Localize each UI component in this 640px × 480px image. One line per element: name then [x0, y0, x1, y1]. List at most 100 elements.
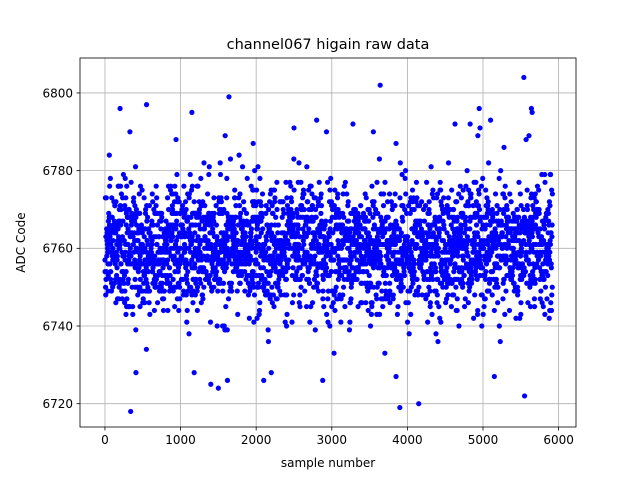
data-point — [339, 226, 345, 232]
data-point — [197, 249, 203, 255]
data-point — [189, 187, 195, 193]
data-point — [347, 300, 353, 306]
data-point — [410, 280, 416, 286]
data-point — [109, 195, 115, 201]
data-point — [313, 214, 319, 220]
data-point — [233, 230, 239, 236]
data-point — [130, 303, 136, 310]
data-point — [139, 241, 146, 248]
data-point — [422, 203, 429, 209]
data-point — [527, 284, 533, 290]
data-point — [345, 276, 351, 282]
data-point — [305, 230, 311, 236]
data-point — [530, 203, 536, 209]
data-point — [411, 272, 417, 279]
data-point — [105, 272, 111, 279]
data-point — [474, 230, 480, 236]
data-point — [387, 288, 393, 294]
data-point — [255, 226, 261, 232]
data-point — [177, 261, 183, 267]
data-point — [549, 292, 555, 298]
data-point — [268, 222, 275, 228]
data-point — [107, 175, 113, 182]
data-point — [189, 183, 195, 189]
data-point — [205, 237, 211, 244]
data-point — [420, 269, 426, 275]
data-point — [130, 261, 136, 267]
data-point — [444, 265, 450, 271]
data-point — [340, 292, 346, 298]
data-point — [519, 276, 525, 282]
data-point — [309, 300, 316, 306]
data-point — [161, 288, 167, 294]
data-point — [288, 195, 294, 201]
data-point — [490, 214, 496, 220]
data-point — [241, 206, 247, 213]
data-point — [513, 257, 519, 263]
data-point — [352, 218, 358, 224]
data-point — [282, 245, 288, 251]
data-point — [253, 203, 259, 209]
data-point — [439, 280, 445, 286]
data-point — [394, 269, 400, 275]
data-point — [516, 214, 522, 220]
data-point — [135, 237, 141, 244]
data-point — [333, 284, 339, 290]
data-point — [249, 257, 255, 263]
data-point — [475, 234, 481, 240]
data-point — [338, 296, 344, 302]
data-point — [514, 226, 520, 232]
data-point — [186, 261, 193, 267]
data-point — [352, 206, 358, 213]
data-point — [518, 300, 524, 306]
data-point — [411, 261, 417, 267]
data-point — [438, 265, 444, 271]
outlier-point — [215, 385, 221, 391]
data-point — [423, 237, 429, 244]
data-point — [362, 237, 368, 244]
data-point — [528, 222, 534, 228]
data-point — [506, 307, 513, 314]
data-point — [497, 206, 503, 213]
data-point — [460, 280, 466, 286]
y-tick-label: 6720 — [42, 397, 73, 411]
data-point — [164, 241, 170, 248]
data-point — [495, 300, 501, 306]
data-point — [192, 230, 198, 236]
data-point — [154, 241, 160, 248]
data-point — [355, 303, 361, 310]
data-point — [515, 288, 521, 294]
data-point — [363, 195, 369, 201]
data-point — [291, 156, 297, 162]
data-point — [457, 234, 464, 240]
data-point — [278, 292, 284, 298]
data-point — [484, 214, 490, 220]
data-point — [297, 292, 303, 298]
data-point — [366, 206, 372, 213]
data-point — [283, 179, 289, 185]
data-point — [138, 222, 144, 228]
data-point — [411, 269, 417, 275]
data-point — [469, 276, 475, 282]
data-point — [320, 276, 326, 282]
data-point — [401, 272, 408, 279]
data-point — [391, 230, 397, 236]
data-point — [471, 315, 477, 321]
data-point — [182, 249, 188, 255]
data-point — [532, 265, 538, 271]
data-point — [507, 191, 513, 197]
data-point — [198, 280, 204, 286]
data-point — [332, 307, 338, 314]
data-point — [232, 245, 239, 251]
data-point — [271, 234, 277, 240]
data-point — [461, 237, 467, 244]
data-point — [107, 234, 113, 240]
data-point — [411, 257, 417, 263]
data-point — [192, 265, 198, 271]
data-point — [211, 218, 217, 224]
data-point — [110, 245, 116, 251]
data-point — [499, 234, 505, 240]
outlier-point — [314, 117, 320, 123]
data-point — [429, 311, 435, 317]
data-point — [282, 241, 288, 248]
